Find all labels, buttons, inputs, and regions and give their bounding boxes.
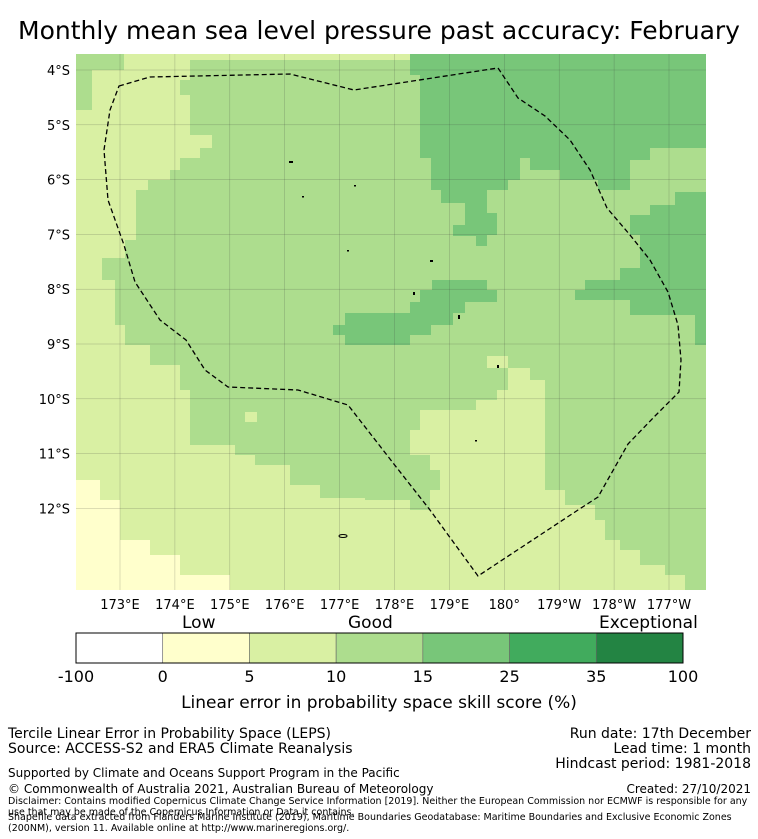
latitude-label: 9°S (47, 338, 70, 353)
latitude-label: 4°S (47, 64, 70, 79)
island (347, 250, 349, 252)
longitude-labels: 173°E 174°E 175°E 176°E 177°E 178°E 179°E 180° 1… (100, 598, 691, 613)
colorbar-bin (162, 632, 250, 664)
field-high-ne (410, 54, 706, 345)
latitude-label: 11°S (39, 448, 70, 463)
field-patch-b (410, 400, 530, 480)
island (354, 185, 356, 187)
skill-field (76, 54, 706, 590)
longitude-label: 178°E (375, 598, 415, 613)
graticule (76, 54, 706, 590)
footer-leps: Tercile Linear Error in Probability Spac… (8, 726, 331, 742)
colorbar-axis-label: Linear error in probability space skill … (181, 693, 577, 713)
colorbar-low-label: Low (182, 613, 216, 633)
colorbar-tick-label: 35 (586, 667, 607, 686)
longitude-label: 176°E (265, 598, 305, 613)
latitude-labels: 4°S 5°S 6°S 7°S 8°S 9°S 10°S 11°S 12°S (39, 64, 70, 517)
island (289, 161, 293, 163)
colorbar-bin (422, 632, 510, 664)
latitude-label: 12°S (39, 502, 70, 517)
eez-boundary (103, 67, 682, 577)
colorbar-bin (335, 632, 424, 664)
footer-lead-time: Lead time: 1 month (613, 741, 751, 757)
footer-source: Source: ACCESS-S2 and ERA5 Climate Reana… (8, 741, 353, 757)
longitude-label: 175°E (210, 598, 250, 613)
footer-created: Created: 27/10/2021 (626, 782, 751, 796)
colorbar (75, 632, 684, 664)
island (302, 196, 304, 198)
field-low-sw (76, 480, 230, 590)
colorbar-tick-label: 15 (412, 667, 434, 686)
colorbar-bin (595, 632, 684, 664)
longitude-label: 173°E (100, 598, 140, 613)
field-patch-a (245, 412, 257, 422)
latitude-label: 6°S (47, 174, 70, 189)
longitude-label: 179°W (537, 598, 581, 613)
colorbar-tick-label: 5 (244, 667, 255, 686)
footer-run-date: Run date: 17th December (569, 726, 751, 742)
colorbar-frame (75, 632, 684, 664)
longitude-label: 177°E (320, 598, 360, 613)
latitude-label: 5°S (47, 119, 70, 134)
latitude-label: 8°S (47, 283, 70, 298)
footer-copyright: © Commonwealth of Australia 2021, Austra… (8, 782, 434, 796)
colorbar-good-label: Good (348, 613, 393, 633)
colorbar-exceptional-label: Exceptional (599, 613, 698, 633)
footer-disclaimer: Disclaimer: Contains modified Copernicus… (8, 796, 748, 818)
longitude-label: 178°W (592, 598, 636, 613)
latitude-label: 7°S (47, 228, 70, 243)
footer-shapefile: Shapefile data extracted from Flanders M… (8, 812, 732, 834)
islands (289, 161, 499, 538)
longitude-label: 179°E (430, 598, 470, 613)
field-nw-patch (76, 54, 124, 70)
latitude-label: 10°S (39, 393, 70, 408)
longitude-label: 177°W (647, 598, 691, 613)
footer-hindcast: Hindcast period: 1981-2018 (555, 756, 751, 772)
map-title: Monthly mean sea level pressure past acc… (18, 16, 740, 45)
colorbar-tick-label: 10 (325, 667, 347, 686)
colorbar-bin (509, 632, 597, 664)
skill-map: 4°S 5°S 6°S 7°S 8°S 9°S 10°S 11°S 12°S 173°E 174°… (39, 54, 706, 613)
island (413, 292, 415, 295)
island (475, 440, 477, 442)
island (430, 260, 433, 262)
colorbar-bin (249, 632, 337, 664)
island (458, 315, 460, 319)
colorbar-tick-label: -100 (57, 667, 95, 686)
longitude-label: 180° (489, 598, 520, 613)
colorbar-tick-label: 0 (157, 667, 168, 686)
island (497, 365, 499, 368)
field-high-mid (333, 280, 497, 345)
footer-supported: Supported by Climate and Oceans Support … (8, 766, 400, 780)
colorbar-tick-label: 25 (499, 667, 520, 686)
colorbar-tick-label: 100 (667, 667, 699, 686)
colorbar-bin (75, 632, 164, 664)
longitude-label: 174°E (155, 598, 195, 613)
island (338, 534, 348, 538)
field-nw-patch2 (76, 70, 92, 110)
